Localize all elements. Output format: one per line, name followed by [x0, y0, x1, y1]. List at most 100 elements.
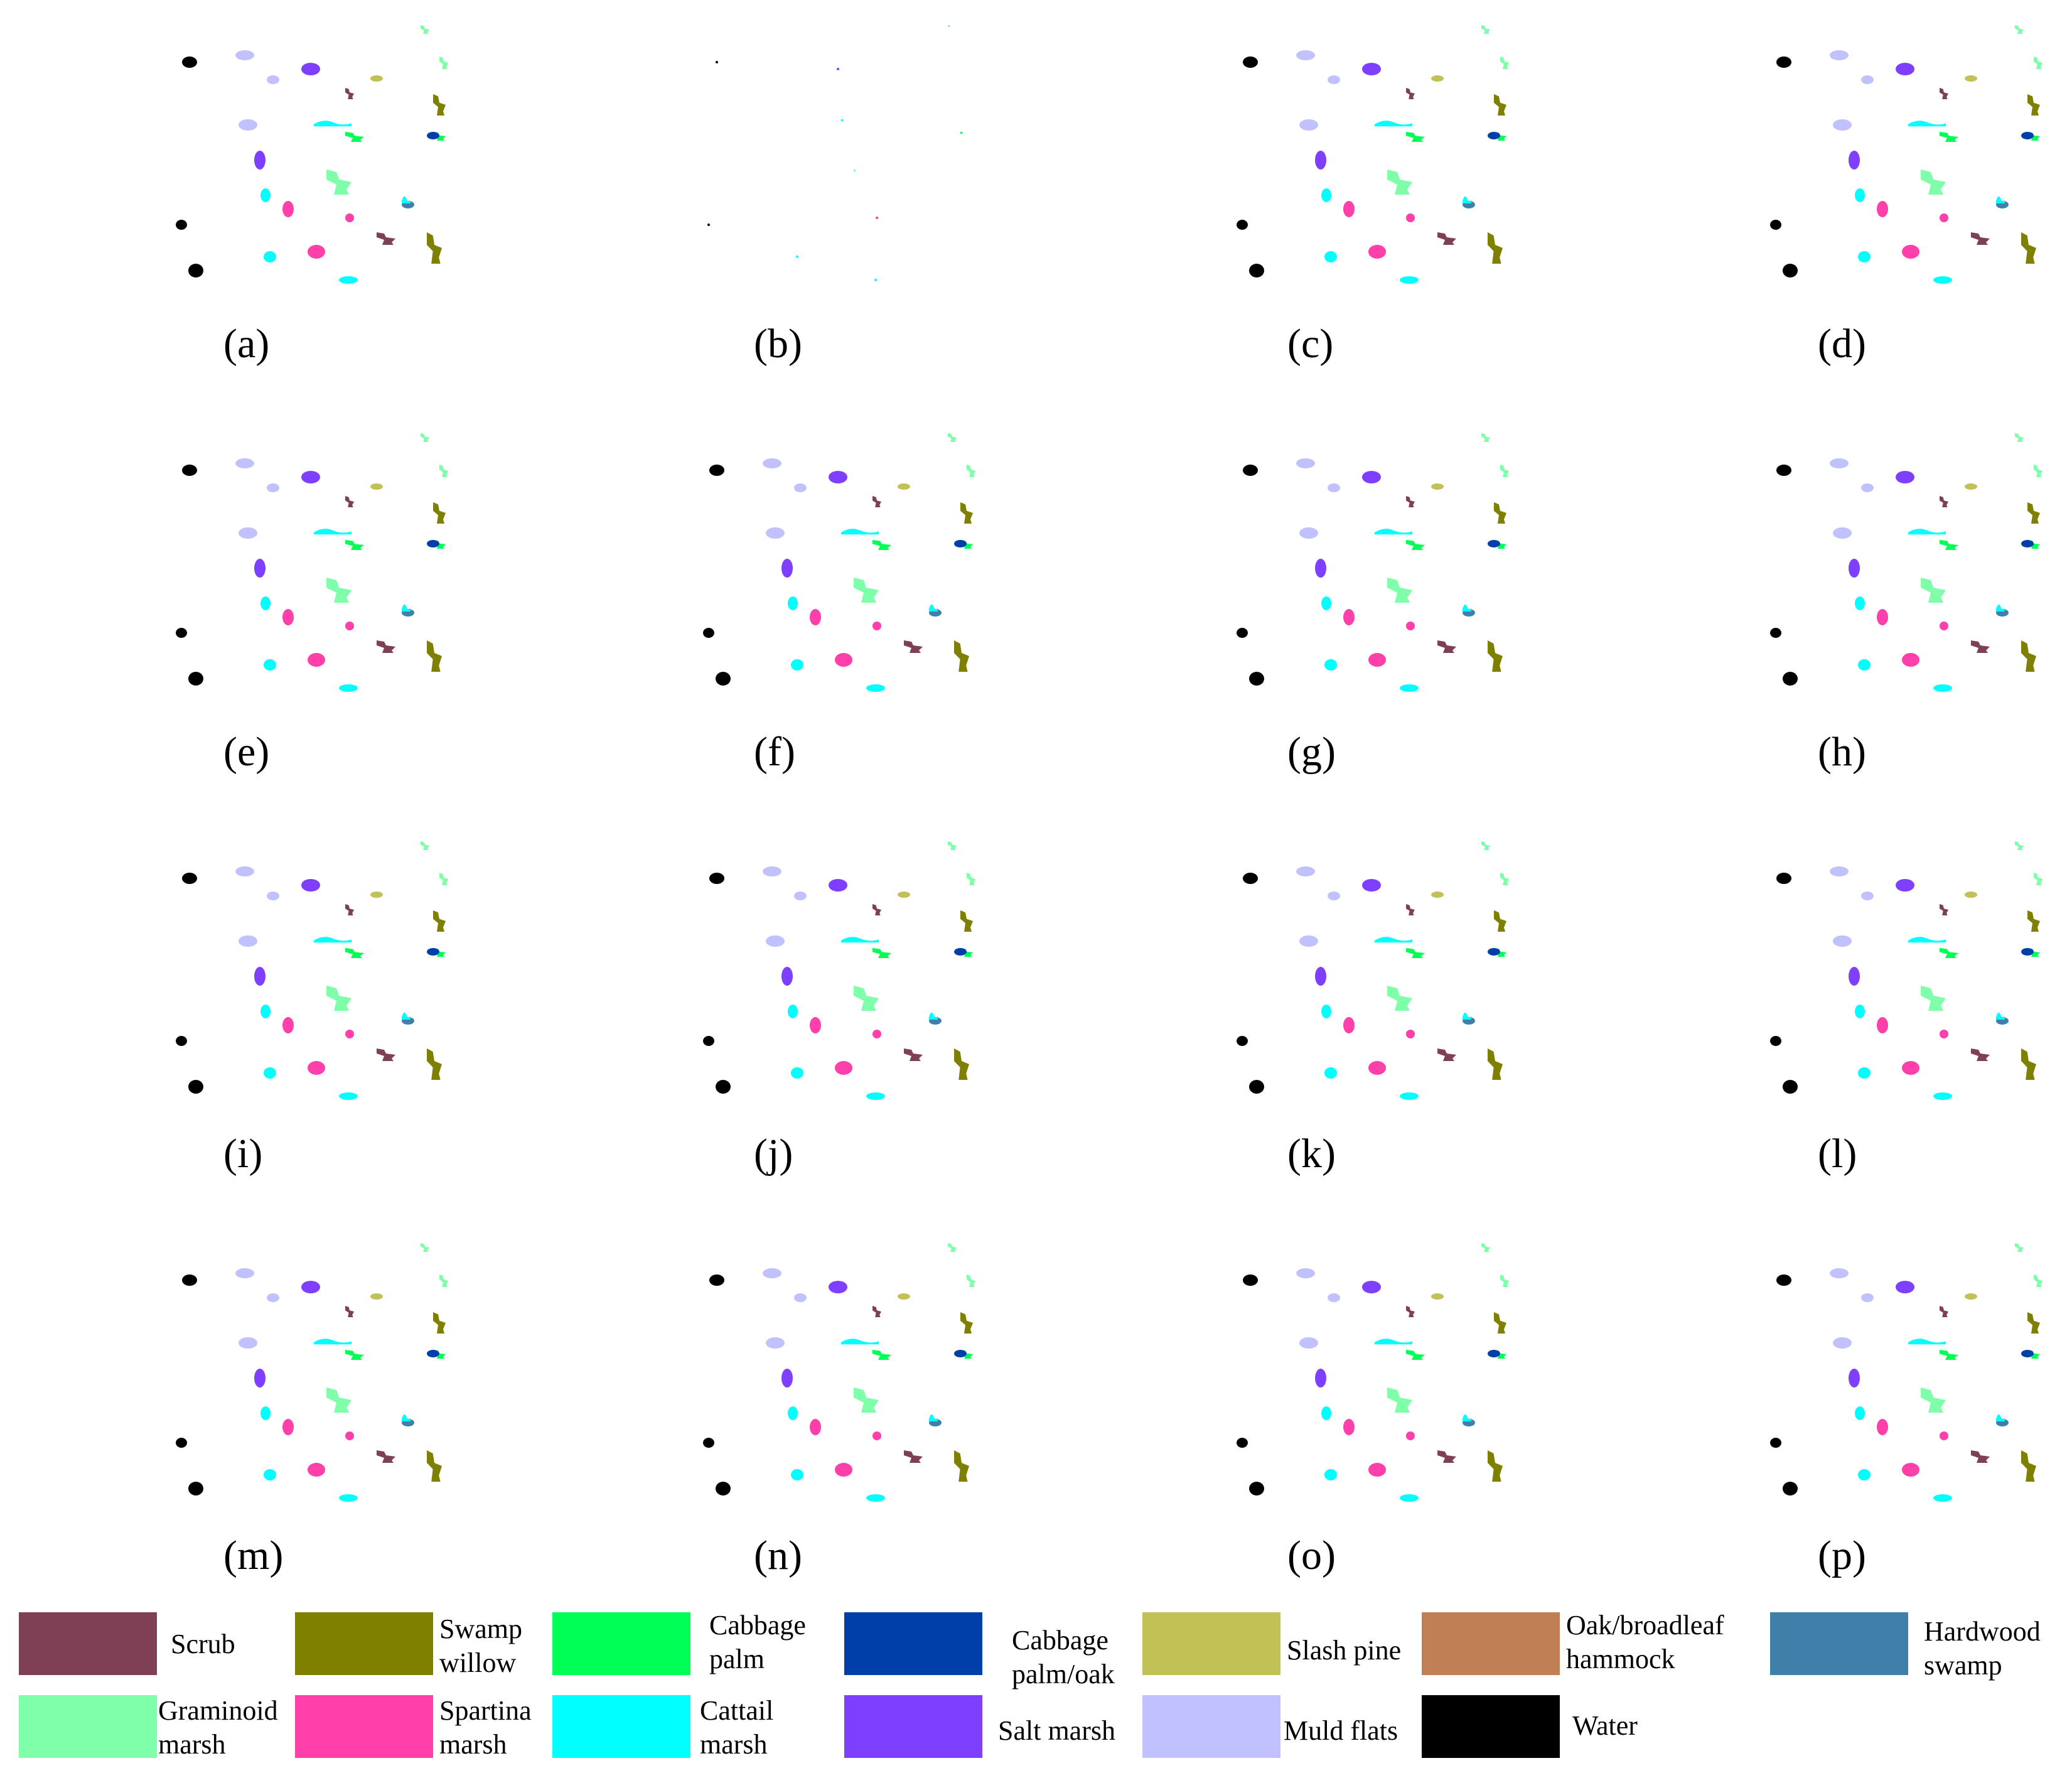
map-region: [2021, 232, 2036, 264]
legend-label: Muld flats: [1284, 1715, 1398, 1746]
map-region: [1849, 1369, 1860, 1388]
map-region: [1858, 659, 1871, 671]
map-region: [1431, 892, 1444, 898]
map-region: [1406, 622, 1415, 630]
map-region: [326, 1388, 352, 1413]
map-region: [260, 1005, 271, 1018]
map-region: [948, 433, 957, 442]
map-region: [1343, 1017, 1355, 1033]
map-region: [239, 119, 257, 131]
map-region: [954, 1350, 967, 1357]
map-region: [1488, 1048, 1503, 1080]
map-region: [1833, 1337, 1852, 1349]
map-region: [1400, 684, 1419, 692]
map-region: [421, 1243, 429, 1252]
map-region: [402, 1012, 411, 1020]
map-region: [2027, 1312, 2040, 1334]
map-region: [254, 151, 266, 170]
map-region: [1328, 483, 1340, 492]
map-region: [1861, 1293, 1874, 1302]
legend-swatch: [19, 1612, 157, 1675]
map-region: [188, 1482, 203, 1495]
map-region: [788, 1005, 798, 1018]
map-region: [872, 622, 881, 630]
map-region: [794, 892, 807, 900]
legend-label: Oak/broadleaf hammock: [1566, 1610, 1724, 1674]
legend-label: Scrub: [171, 1629, 235, 1659]
map-region: [254, 559, 266, 578]
map-region: [854, 986, 879, 1011]
map-region: [188, 672, 203, 686]
classification-map: [1770, 25, 2042, 284]
legend-label: Cattail marsh: [700, 1695, 774, 1760]
map-region: [267, 75, 279, 84]
map-region: [2034, 1275, 2042, 1287]
map-region: [176, 1036, 187, 1046]
map-region: [1463, 196, 1471, 203]
map-region: [766, 527, 785, 539]
map-region: [254, 967, 266, 986]
map-region: [1406, 1306, 1415, 1317]
map-region: [948, 841, 957, 850]
map-region: [345, 622, 354, 630]
map-region: [872, 1306, 881, 1317]
map-region: [1996, 1414, 2005, 1421]
panel-label: (a): [223, 321, 270, 367]
map-region: [1431, 483, 1444, 490]
map-region: [370, 75, 383, 82]
panel-label: (j): [754, 1131, 793, 1177]
map-region: [1849, 967, 1860, 986]
map-region: [948, 25, 950, 27]
map-region: [2027, 910, 2040, 932]
map-panel: [665, 829, 979, 1111]
map-region: [1996, 1012, 2005, 1020]
map-region: [1406, 904, 1415, 915]
map-region: [235, 458, 254, 468]
map-region: [1858, 1067, 1871, 1079]
map-region: [835, 653, 852, 667]
map-region: [339, 276, 358, 284]
map-region: [1296, 866, 1315, 876]
map-region: [402, 1414, 411, 1421]
map-region: [1463, 1012, 1471, 1020]
map-region: [1328, 1293, 1340, 1302]
map-region: [377, 1450, 395, 1463]
map-region: [301, 1281, 320, 1293]
map-region: [1375, 121, 1412, 127]
map-region: [427, 1450, 442, 1482]
classification-map: [703, 433, 975, 692]
map-region: [703, 628, 714, 638]
map-region: [1249, 672, 1264, 686]
map-region: [1488, 948, 1500, 956]
map-region: [2021, 132, 2034, 139]
map-region: [1387, 170, 1412, 195]
legend-swatch: [1422, 1695, 1560, 1758]
map-region: [282, 609, 294, 625]
map-region: [1971, 1450, 1990, 1463]
map-region: [1249, 1080, 1264, 1094]
legend-swatch: [19, 1695, 157, 1758]
map-region: [1343, 609, 1355, 625]
map-region: [1940, 496, 1948, 507]
map-region: [1406, 540, 1425, 550]
map-region: [326, 170, 352, 195]
map-region: [176, 628, 187, 638]
map-panel: [1732, 13, 2046, 295]
map-region: [872, 540, 891, 550]
map-region: [1494, 502, 1506, 524]
map-region: [1896, 879, 1914, 892]
map-region: [1437, 1048, 1456, 1061]
map-region: [182, 57, 197, 68]
map-region: [854, 1388, 879, 1413]
map-region: [235, 1268, 254, 1278]
map-region: [954, 1048, 969, 1080]
map-region: [1776, 57, 1791, 68]
legend-swatch: [552, 1695, 690, 1758]
classification-map: [1237, 1243, 1509, 1502]
map-region: [874, 279, 877, 281]
map-region: [2021, 540, 2034, 547]
map-region: [1368, 1463, 1386, 1477]
map-region: [967, 873, 975, 885]
map-region: [1437, 232, 1456, 245]
map-region: [314, 529, 352, 535]
